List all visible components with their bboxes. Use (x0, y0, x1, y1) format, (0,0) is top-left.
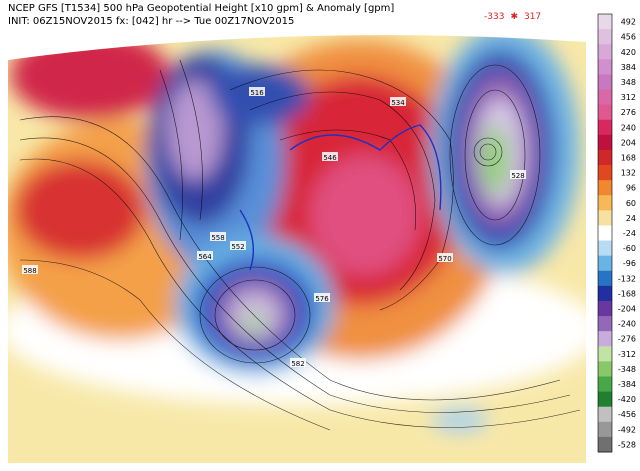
colorbar-swatch (598, 346, 612, 362)
map-title: NCEP GFS [T1534] 500 hPa Geopotential He… (8, 3, 395, 14)
colorbar-label: -60 (623, 244, 636, 253)
contour-label-bg (210, 232, 226, 241)
contour-label: 558 (211, 234, 224, 242)
colorbar-label: -204 (618, 305, 636, 314)
colorbar-swatch (598, 59, 612, 75)
colorbar-swatch (598, 436, 612, 453)
contour-label: 582 (291, 360, 304, 368)
colorbar-swatch (598, 89, 612, 106)
colorbar-swatch (598, 300, 612, 317)
colorbar-label: 420 (621, 48, 636, 57)
max-value: 317 (523, 12, 542, 22)
colorbar-label: -384 (618, 380, 636, 389)
colorbar-swatch (598, 134, 612, 151)
contour-label: 516 (250, 89, 264, 97)
symbol: ✱ (510, 12, 518, 22)
colorbar-label: -132 (618, 274, 636, 283)
contour-label-bg (437, 253, 453, 262)
contour-label: 570 (438, 255, 451, 263)
contour-label: 546 (323, 154, 337, 162)
contour-label: 564 (198, 253, 212, 261)
colorbar-label: 240 (621, 123, 636, 132)
colorbar-swatch (598, 331, 612, 347)
colorbar-label: 384 (621, 63, 636, 72)
colorbar-swatch (598, 119, 612, 136)
colorbar-label: 204 (621, 138, 636, 147)
contour-label-bg (249, 87, 265, 96)
colorbar-label: -168 (618, 289, 636, 298)
contour-label-bg (197, 251, 213, 260)
contour-label-bg (290, 358, 306, 367)
colorbar-label: 60 (626, 199, 636, 208)
colorbar-swatch (598, 29, 612, 45)
contour-label: 528 (511, 172, 524, 180)
contour-label-bg (322, 152, 338, 161)
colorbar-label: 168 (621, 153, 636, 162)
contour-label: 534 (391, 99, 405, 107)
colorbar-frame (597, 13, 613, 453)
contour-label: 552 (231, 243, 244, 251)
colorbar-label: -456 (618, 410, 636, 419)
contour-label-bg (22, 265, 38, 274)
colorbar-swatch (598, 195, 612, 211)
colorbar-label: -276 (618, 335, 636, 344)
colorbar-label: -240 (618, 320, 636, 329)
colorbar-swatch (598, 104, 612, 121)
colorbar-label: -312 (618, 350, 636, 359)
colorbar-swatch (598, 376, 612, 393)
colorbar-label: 348 (621, 78, 636, 87)
colorbar-swatch (598, 361, 612, 377)
init-time: INIT: 06Z15NOV2015 fx: [042] hr --> Tue … (8, 16, 295, 27)
colorbar-swatch (598, 210, 612, 226)
contour-label: 588 (23, 267, 36, 275)
extremes: -333 ✱ 317 (484, 12, 547, 22)
colorbar-label: 492 (621, 18, 636, 27)
colorbar-swatch (598, 149, 612, 166)
colorbar-swatch (598, 255, 612, 272)
colorbar-label: -96 (623, 259, 636, 268)
colorbar-swatch (598, 74, 612, 91)
contour-label-bg (314, 293, 330, 302)
colorbar-label: 132 (621, 169, 636, 178)
colorbar-swatch (598, 180, 612, 196)
colorbar-swatch (598, 14, 612, 30)
colorbar-swatch (598, 240, 612, 257)
colorbar-swatch (598, 316, 612, 332)
contour-label-bg (510, 170, 526, 179)
contour-label-bg (390, 97, 406, 106)
colorbar-label: 312 (621, 93, 636, 102)
colorbar-swatch (598, 285, 612, 302)
colorbar-label: -528 (618, 440, 636, 449)
min-value: -333 (484, 12, 505, 22)
colorbar-label: 24 (626, 214, 636, 223)
colorbar-label: 276 (621, 108, 636, 117)
colorbar-label: -24 (623, 229, 636, 238)
colorbar-swatch (598, 391, 612, 408)
colorbar-swatch (598, 165, 612, 181)
colorbar-swatch (598, 270, 612, 287)
colorbar-label: -492 (618, 425, 636, 434)
colorbar-label: -348 (618, 365, 636, 374)
contour-label-bg (230, 241, 246, 250)
contour-label: 576 (315, 295, 329, 303)
colorbar-swatch (598, 406, 612, 423)
colorbar-label: -420 (618, 395, 636, 404)
map-field (8, 35, 586, 463)
colorbar-label: 456 (621, 33, 636, 42)
colorbar-swatch (598, 225, 612, 242)
colorbar-label: 96 (626, 184, 636, 193)
colorbar-swatch (598, 421, 612, 438)
colorbar-swatch (598, 44, 612, 60)
